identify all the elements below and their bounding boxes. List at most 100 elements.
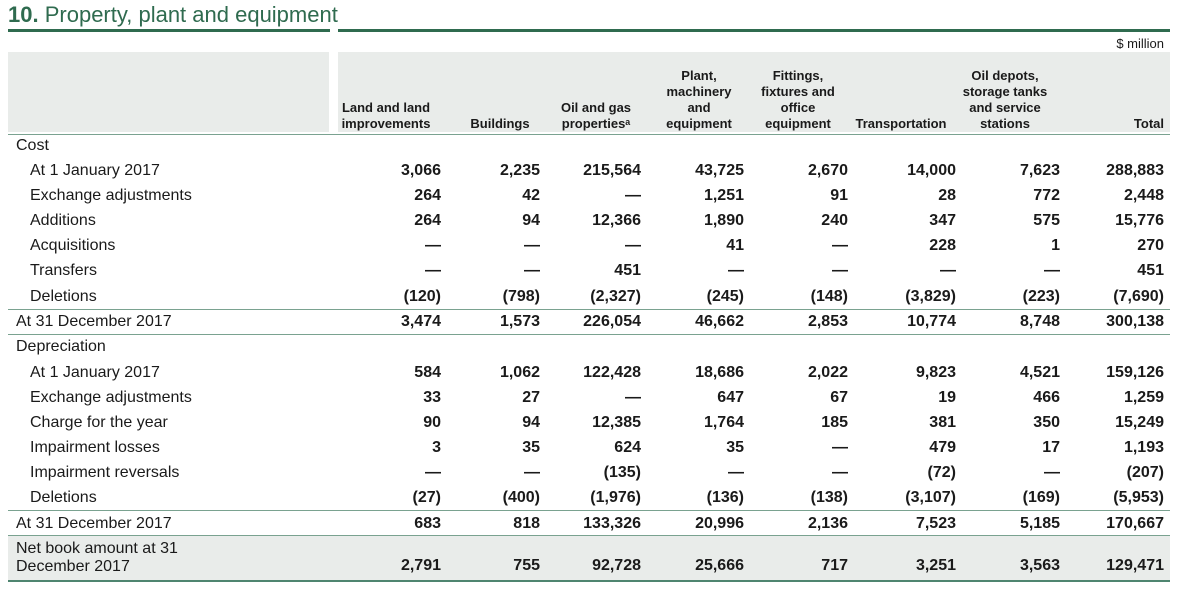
table-cell: 1,764 [703, 414, 744, 431]
table-cell: 288,883 [1106, 162, 1164, 179]
table-cell: 94 [522, 414, 540, 431]
table-cell: 1,062 [499, 364, 540, 381]
row-label: Impairment losses [30, 439, 160, 456]
table-cell: (138) [810, 489, 848, 506]
table-cell: 1,251 [703, 187, 744, 204]
section-title: Property, plant and equipment [44, 2, 338, 27]
table-cell: (798) [502, 288, 540, 305]
table-cell: — [524, 237, 540, 254]
table-cell: 43,725 [695, 162, 744, 179]
table-cell: (3,107) [905, 489, 956, 506]
page-title: 10. Property, plant and equipment [8, 2, 338, 28]
net-book-band [8, 536, 1170, 580]
table-cell: — [425, 464, 441, 481]
table-cell: 2,136 [807, 515, 848, 532]
table-cell: 350 [1033, 414, 1060, 431]
table-cell: 381 [929, 414, 956, 431]
table-cell: 122,428 [583, 364, 641, 381]
table-cell: 1 [1051, 237, 1060, 254]
table-cell: — [625, 237, 641, 254]
table-cell: (148) [810, 288, 848, 305]
column-header: Fittings, fixtures and office equipment [761, 68, 835, 131]
table-cell: 575 [1033, 212, 1060, 229]
table-cell: 19 [938, 389, 956, 406]
table-cell: (136) [706, 489, 744, 506]
section-label-depreciation: Depreciation [16, 338, 106, 355]
title-rule [8, 29, 330, 32]
unit-label: $ million [1116, 36, 1164, 51]
table-cell: (169) [1022, 489, 1060, 506]
table-cell: 1,259 [1123, 389, 1164, 406]
row-label: At 31 December 2017 [16, 313, 172, 330]
row-label: Deletions [30, 489, 97, 506]
column-header: Plant, machinery and equipment [666, 68, 732, 131]
table-cell: 94 [522, 212, 540, 229]
table-cell: 818 [513, 515, 540, 532]
table-cell: 2,448 [1123, 187, 1164, 204]
row-label: Net book amount at 31 December 2017 [16, 540, 178, 575]
table-cell: 67 [830, 389, 848, 406]
cost-bottom-rule [8, 334, 1170, 335]
row-label: Charge for the year [30, 414, 168, 431]
table-cell: 18,686 [695, 364, 744, 381]
table-cell: (400) [502, 489, 540, 506]
table-cell: — [940, 262, 956, 279]
table-cell: — [832, 262, 848, 279]
table-cell: 10,774 [907, 313, 956, 330]
table-cell: (223) [1022, 288, 1060, 305]
column-header: Oil depots, storage tanks and service st… [962, 68, 1048, 131]
table-cell: (72) [927, 464, 956, 481]
section-number: 10. [8, 2, 39, 27]
table-bottom-rule [8, 580, 1170, 582]
table-cell: (245) [706, 288, 744, 305]
table-cell: 4,521 [1019, 364, 1060, 381]
table-cell: 479 [929, 439, 956, 456]
row-label: Exchange adjustments [30, 389, 192, 406]
table-cell: (207) [1126, 464, 1164, 481]
table-cell: 8,748 [1019, 313, 1060, 330]
table-cell: 647 [717, 389, 744, 406]
table-cell: — [832, 237, 848, 254]
table-cell: 226,054 [583, 313, 641, 330]
table-cell: 264 [414, 187, 441, 204]
table-cell: — [728, 464, 744, 481]
table-cell: 91 [830, 187, 848, 204]
table-cell: 347 [929, 212, 956, 229]
table-cell: 159,126 [1106, 364, 1164, 381]
table-cell: 2,791 [400, 557, 441, 574]
table-cell: 90 [423, 414, 441, 431]
table-cell: 300,138 [1106, 313, 1164, 330]
table-cell: 772 [1033, 187, 1060, 204]
column-header: Total [1133, 116, 1164, 131]
table-cell: 35 [522, 439, 540, 456]
table-cell: (5,953) [1113, 489, 1164, 506]
table-cell: 129,471 [1106, 557, 1164, 574]
header-rule [338, 29, 1170, 32]
table-cell: 1,890 [703, 212, 744, 229]
table-cell: 27 [522, 389, 540, 406]
table-cell: 2,235 [499, 162, 540, 179]
section-label-cost: Cost [16, 137, 49, 154]
header-band-right [338, 52, 1170, 132]
table-cell: (2,327) [590, 288, 641, 305]
row-label: At 1 January 2017 [30, 162, 160, 179]
row-label: At 1 January 2017 [30, 364, 160, 381]
table-cell: 92,728 [592, 557, 641, 574]
table-cell: 41 [726, 237, 744, 254]
table-cell: — [425, 237, 441, 254]
table-cell: 466 [1033, 389, 1060, 406]
table-cell: 15,776 [1115, 212, 1164, 229]
table-cell: (120) [403, 288, 441, 305]
table-cell: 755 [513, 557, 540, 574]
table-cell: 2,853 [807, 313, 848, 330]
table-cell: 3,474 [400, 313, 441, 330]
table-cell: 25,666 [695, 557, 744, 574]
table-cell: 264 [414, 212, 441, 229]
table-cell: 451 [1137, 262, 1164, 279]
table-cell: (27) [412, 489, 441, 506]
table-cell: 133,326 [583, 515, 641, 532]
column-header: Land and land improvements [341, 100, 431, 131]
column-header: Buildings [470, 116, 530, 131]
table-cell: 584 [414, 364, 441, 381]
table-cell: — [1044, 262, 1060, 279]
